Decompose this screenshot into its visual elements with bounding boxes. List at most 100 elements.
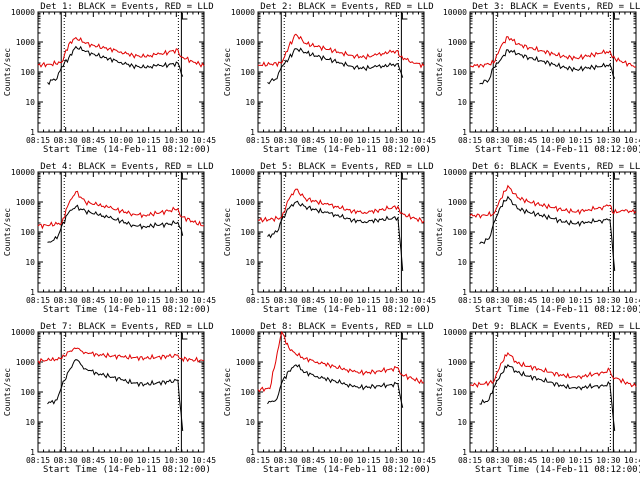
y-tick-label: 10000 xyxy=(11,8,35,17)
y-tick-label: 10000 xyxy=(443,8,467,17)
x-tick-label: 08:45 xyxy=(513,296,537,305)
x-tick-label: 08:45 xyxy=(301,456,325,465)
series-line-events xyxy=(47,45,184,86)
y-tick-label: 1 xyxy=(250,128,255,137)
chart-title: Det 6: BLACK = Events, RED = LLD xyxy=(472,162,640,172)
y-tick-label: 1000 xyxy=(236,198,255,207)
y-axis-label: Counts/sec xyxy=(435,368,444,416)
x-tick-label: 10:15 xyxy=(357,136,381,145)
y-tick-label: 1000 xyxy=(16,358,35,367)
marker-bracket xyxy=(181,173,188,180)
x-tick-label: 10:15 xyxy=(357,296,381,305)
x-tick-label: 08:30 xyxy=(486,296,510,305)
y-tick-label: 100 xyxy=(453,388,468,397)
x-tick-label: 08:45 xyxy=(513,136,537,145)
plot-frame xyxy=(469,11,637,133)
x-tick-label: 10:30 xyxy=(164,136,188,145)
series-line-events xyxy=(267,363,404,408)
marker-bracket xyxy=(181,333,188,340)
chart-title: Det 1: BLACK = Events, RED = LLD xyxy=(40,2,213,12)
x-axis-label: Start Time (14-Feb-11 08:12:00) xyxy=(475,465,640,475)
series-line-lld xyxy=(37,190,205,230)
series-line-lld xyxy=(37,36,205,68)
x-tick-label: 10:30 xyxy=(384,136,408,145)
chart-title: Det 2: BLACK = Events, RED = LLD xyxy=(260,2,433,12)
chart-title: Det 4: BLACK = Events, RED = LLD xyxy=(40,162,213,172)
series-line-lld xyxy=(469,352,637,389)
x-tick-label: 10:30 xyxy=(384,296,408,305)
x-tick-label: 10:15 xyxy=(137,296,161,305)
y-tick-label: 1000 xyxy=(448,38,467,47)
series-line-lld xyxy=(257,188,425,224)
series-line-events xyxy=(479,364,616,432)
chart-panel-det-1: 1 10 100 1000 10000 08:15 08:30 08:45 10:00 10:15… xyxy=(3,2,216,155)
series-line-lld xyxy=(469,36,637,69)
x-axis-label: Start Time (14-Feb-11 08:12:00) xyxy=(475,145,640,155)
y-axis-label: Counts/sec xyxy=(435,208,444,256)
y-axis-label: Counts/sec xyxy=(223,368,232,416)
x-tick-label: 10:45 xyxy=(624,296,640,305)
x-tick-label: 10:00 xyxy=(109,296,133,305)
marker-bracket xyxy=(613,13,620,20)
y-tick-label: 10000 xyxy=(231,8,255,17)
y-tick-label: 10 xyxy=(25,258,35,267)
y-tick-label: 1000 xyxy=(448,358,467,367)
chart-panel-det-9: 1 10 100 1000 10000 08:15 08:30 08:45 10:00 10:15… xyxy=(435,322,640,475)
y-tick-label: 1 xyxy=(462,448,467,457)
series-line-events xyxy=(47,359,184,432)
y-tick-label: 1 xyxy=(30,288,35,297)
series-line-events xyxy=(267,200,404,272)
x-tick-label: 10:00 xyxy=(541,136,565,145)
y-tick-label: 100 xyxy=(21,68,36,77)
chart-panel-det-6: 1 10 100 1000 10000 08:15 08:30 08:45 10:00 10:15… xyxy=(435,162,640,315)
x-axis-label: Start Time (14-Feb-11 08:12:00) xyxy=(43,465,211,475)
series-line-events xyxy=(47,204,184,243)
x-tick-label: 10:15 xyxy=(137,456,161,465)
chart-panel-det-2: 1 10 100 1000 10000 08:15 08:30 08:45 10:00 10:15… xyxy=(223,2,436,155)
x-tick-label: 08:45 xyxy=(301,296,325,305)
series-line-events xyxy=(267,47,404,85)
y-tick-label: 10000 xyxy=(443,168,467,177)
x-tick-label: 10:00 xyxy=(329,456,353,465)
x-tick-label: 10:15 xyxy=(357,456,381,465)
x-tick-label: 10:45 xyxy=(412,296,436,305)
x-axis-label: Start Time (14-Feb-11 08:12:00) xyxy=(43,145,211,155)
x-tick-label: 10:00 xyxy=(329,296,353,305)
x-tick-label: 08:45 xyxy=(81,456,105,465)
x-tick-label: 08:15 xyxy=(458,296,482,305)
series-line-lld xyxy=(257,33,425,69)
x-tick-label: 08:30 xyxy=(486,136,510,145)
x-axis-label: Start Time (14-Feb-11 08:12:00) xyxy=(263,145,431,155)
y-tick-label: 100 xyxy=(453,228,468,237)
marker-bracket xyxy=(613,333,620,340)
x-tick-label: 10:30 xyxy=(596,136,620,145)
x-tick-label: 08:15 xyxy=(246,456,270,465)
x-tick-label: 10:30 xyxy=(384,456,408,465)
x-tick-label: 08:30 xyxy=(54,136,78,145)
plot-frame xyxy=(257,11,425,133)
x-axis-label: Start Time (14-Feb-11 08:12:00) xyxy=(263,465,431,475)
y-tick-label: 100 xyxy=(241,228,256,237)
x-tick-label: 10:30 xyxy=(596,456,620,465)
marker-bracket xyxy=(401,333,408,340)
y-axis-label: Counts/sec xyxy=(3,48,12,96)
series-line-lld xyxy=(37,347,205,365)
y-tick-label: 1 xyxy=(250,448,255,457)
y-tick-label: 100 xyxy=(241,68,256,77)
x-tick-label: 08:30 xyxy=(274,136,298,145)
y-tick-label: 10000 xyxy=(11,168,35,177)
y-tick-label: 10 xyxy=(25,98,35,107)
x-tick-label: 10:45 xyxy=(624,456,640,465)
x-tick-label: 10:00 xyxy=(541,456,565,465)
chart-panel-det-7: 1 10 100 1000 10000 08:15 08:30 08:45 10:00 10:15… xyxy=(3,322,216,475)
chart-panel-det-3: 1 10 100 1000 10000 08:15 08:30 08:45 10:00 10:15… xyxy=(435,2,640,155)
x-tick-label: 08:45 xyxy=(81,296,105,305)
y-tick-label: 1 xyxy=(462,128,467,137)
y-axis-label: Counts/sec xyxy=(223,208,232,256)
x-tick-label: 08:15 xyxy=(246,136,270,145)
x-tick-label: 10:45 xyxy=(624,136,640,145)
x-tick-label: 08:30 xyxy=(486,456,510,465)
series-line-lld xyxy=(469,184,637,219)
y-tick-label: 10 xyxy=(457,418,467,427)
x-tick-label: 08:15 xyxy=(26,136,50,145)
